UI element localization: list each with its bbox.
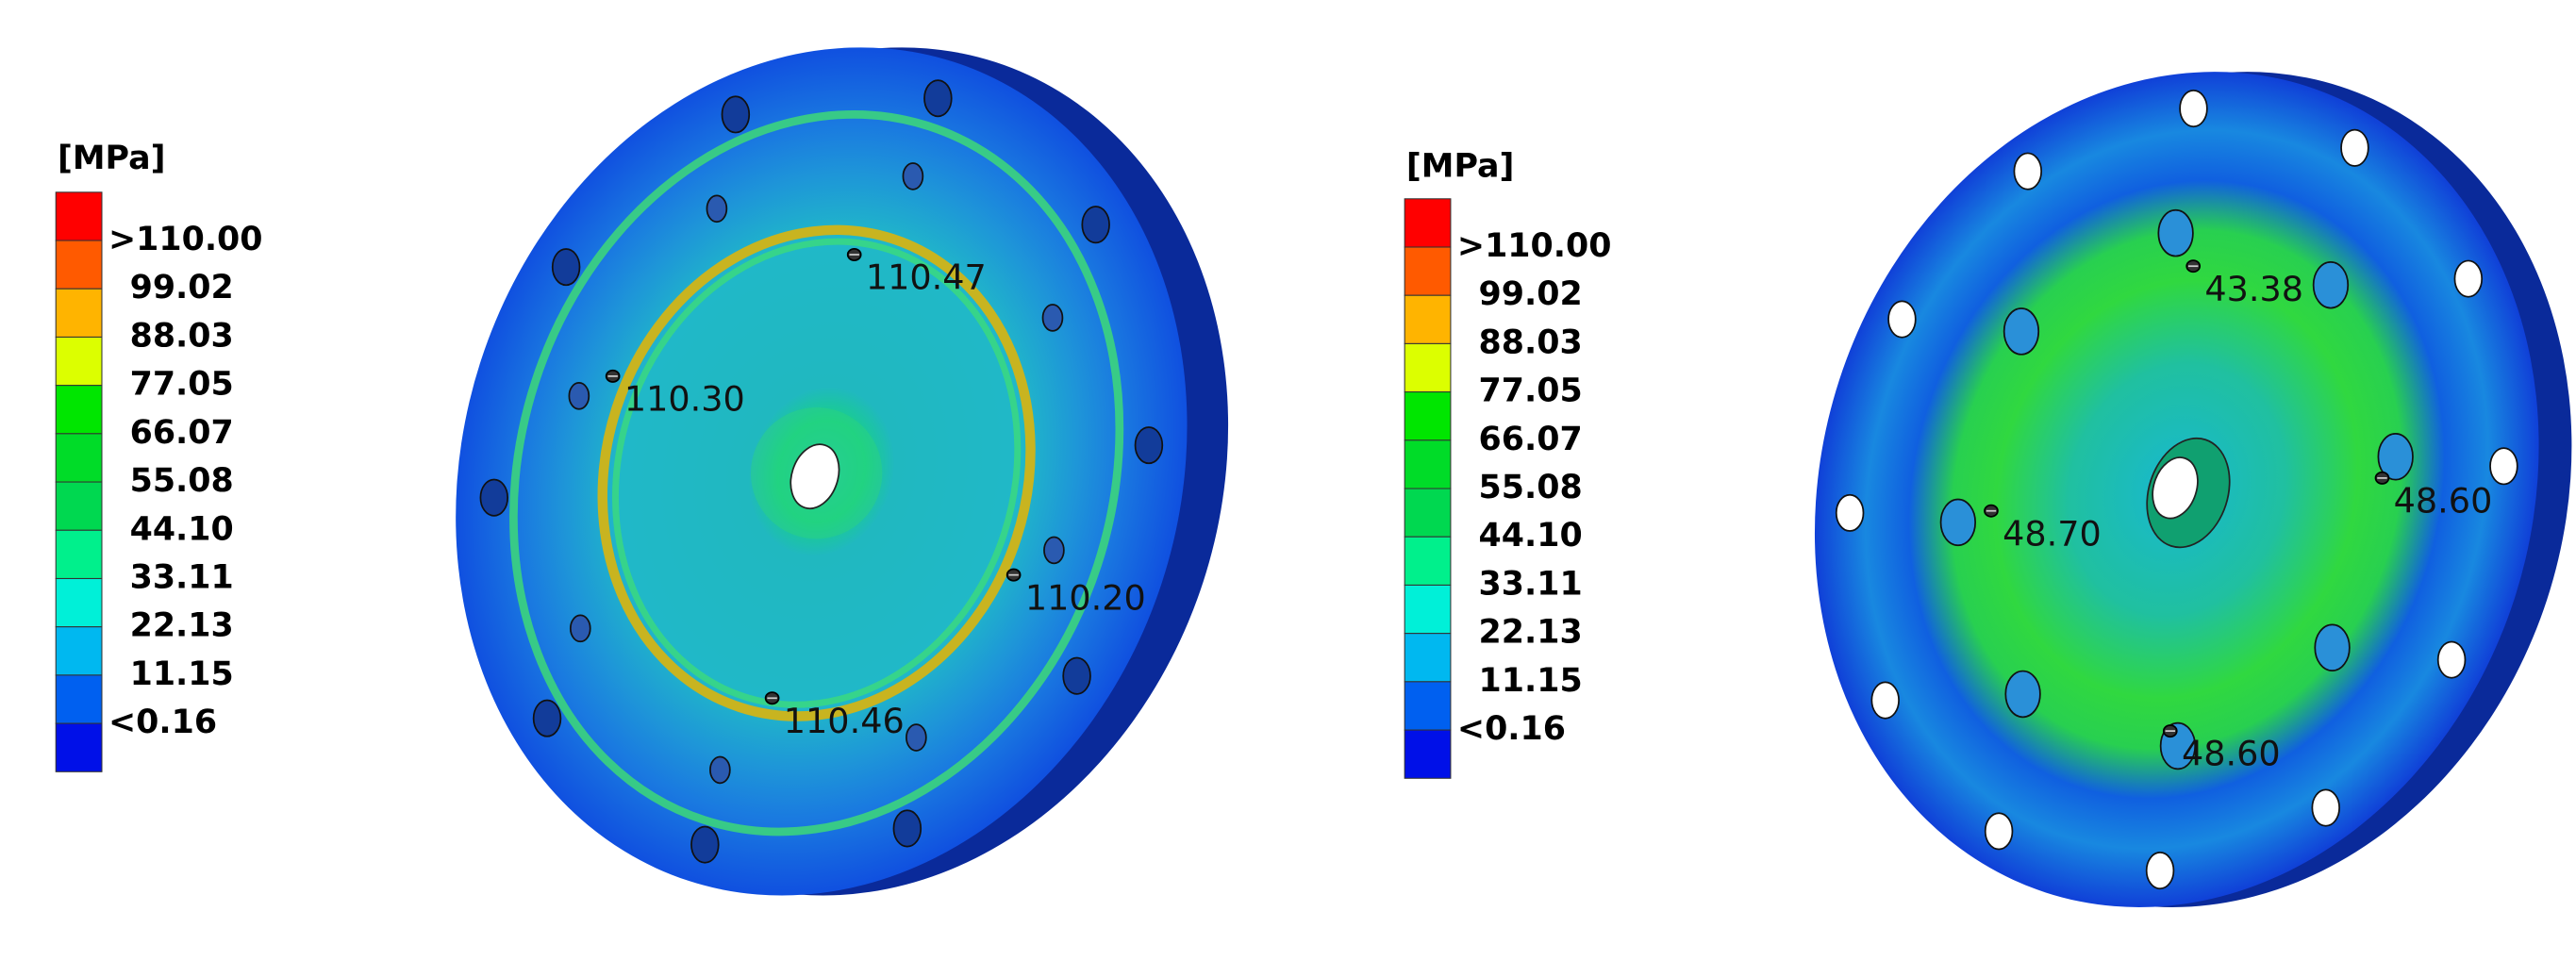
bolt-hole <box>1887 300 1917 339</box>
bolt-hole <box>479 478 509 517</box>
legend-label: >110.00 <box>1457 227 1612 265</box>
legend-swatch <box>55 191 103 241</box>
legend-label: 66.07 <box>130 414 234 452</box>
bolt-hole <box>721 95 751 134</box>
legend-label: 77.05 <box>130 366 234 404</box>
bolt-hole <box>2145 852 2175 890</box>
bolt-hole <box>568 382 590 410</box>
legend-swatch <box>1404 246 1452 296</box>
legend-swatch <box>55 722 103 772</box>
legend-swatch <box>1404 536 1452 586</box>
bolt-hole <box>1984 812 2014 851</box>
legend-swatch <box>1404 729 1452 779</box>
probe-label: 48.60 <box>2394 481 2493 522</box>
legend-swatch <box>55 336 103 387</box>
legend-label: 11.15 <box>130 655 234 693</box>
bolt-hole <box>532 699 562 737</box>
probe-label: 110.46 <box>784 701 905 741</box>
legend-swatch <box>1404 198 1452 248</box>
legend-label: 55.08 <box>130 462 234 500</box>
legend-swatch <box>1404 584 1452 635</box>
flange-front <box>456 47 1229 896</box>
probe-label: 43.38 <box>2204 269 2303 309</box>
bolt-hole <box>1134 426 1164 465</box>
legend-label: 22.13 <box>1479 614 1583 652</box>
bolt-hole <box>1062 656 1091 695</box>
bolt-hole <box>2157 208 2194 257</box>
legend-label: 11.15 <box>1479 662 1583 700</box>
bolt-hole <box>1939 498 1977 547</box>
legend-label: <0.16 <box>1457 710 1566 748</box>
legend-label: 33.11 <box>1479 565 1583 603</box>
legend-label: 99.02 <box>1479 275 1583 313</box>
bolt-hole <box>551 248 581 287</box>
probe-label: 48.70 <box>2003 513 2102 554</box>
bolt-hole <box>690 825 720 864</box>
legend-unit: [MPa] <box>1406 148 1515 186</box>
probe-label: 110.47 <box>866 257 987 298</box>
bolt-hole <box>902 162 924 191</box>
legend-swatch <box>1404 633 1452 683</box>
legend-swatch <box>1404 488 1452 538</box>
bolt-hole <box>709 755 731 785</box>
legend-swatch <box>55 529 103 580</box>
bolt-hole <box>923 79 953 118</box>
legend-label: 77.05 <box>1479 373 1583 410</box>
probe-label: 110.20 <box>1025 577 1146 618</box>
legend-label: 33.11 <box>130 558 234 596</box>
legend-label: 99.02 <box>130 269 234 307</box>
legend-label: 44.10 <box>1479 517 1583 555</box>
flange-back <box>1814 72 2572 907</box>
probe-label: 48.60 <box>2182 734 2281 774</box>
bolt-hole <box>706 194 728 224</box>
legend-swatch <box>55 240 103 290</box>
legend-label: 88.03 <box>1479 323 1583 361</box>
legend-label: 22.13 <box>130 607 234 645</box>
bolt-hole <box>1043 536 1065 565</box>
bolt-hole <box>2004 670 2041 719</box>
bolt-hole <box>2179 90 2208 128</box>
bolt-hole <box>2377 433 2414 481</box>
legend-label: <0.16 <box>108 704 217 741</box>
legend-swatch <box>1404 439 1452 489</box>
legend-swatch <box>55 626 103 676</box>
legend-swatch <box>55 288 103 338</box>
legend-swatch <box>55 674 103 724</box>
bolt-hole <box>1835 493 1865 532</box>
bolt-hole <box>2453 259 2484 298</box>
legend-swatch <box>1404 342 1452 393</box>
bolt-hole <box>2311 788 2340 827</box>
bolt-hole <box>2340 128 2369 167</box>
legend-swatch <box>1404 294 1452 344</box>
legend-swatch <box>1404 681 1452 731</box>
bolt-hole <box>569 614 591 643</box>
bolt-hole <box>1041 304 1064 332</box>
bolt-hole <box>2312 260 2350 309</box>
bolt-hole <box>2013 152 2043 191</box>
legend-label: 66.07 <box>1479 421 1583 458</box>
legend-label: 44.10 <box>130 510 234 548</box>
legend-label: >110.00 <box>108 221 263 258</box>
legend-swatch <box>55 433 103 483</box>
legend-label: 88.03 <box>130 317 234 355</box>
bolt-hole <box>2314 623 2351 671</box>
bolt-hole <box>2489 447 2518 486</box>
legend-swatch <box>1404 391 1452 441</box>
legend-label: 55.08 <box>1479 469 1583 506</box>
bolt-hole <box>2003 307 2040 356</box>
bolt-hole <box>1081 206 1110 244</box>
bolt-hole <box>1870 681 1900 720</box>
probe-label: 110.30 <box>624 379 745 420</box>
bolt-hole <box>906 723 927 752</box>
legend-unit: [MPa] <box>58 140 166 177</box>
legend-swatch <box>55 577 103 628</box>
legend-swatch <box>55 481 103 531</box>
bolt-hole <box>892 809 922 848</box>
legend-swatch <box>55 385 103 435</box>
bolt-hole <box>2436 640 2467 679</box>
